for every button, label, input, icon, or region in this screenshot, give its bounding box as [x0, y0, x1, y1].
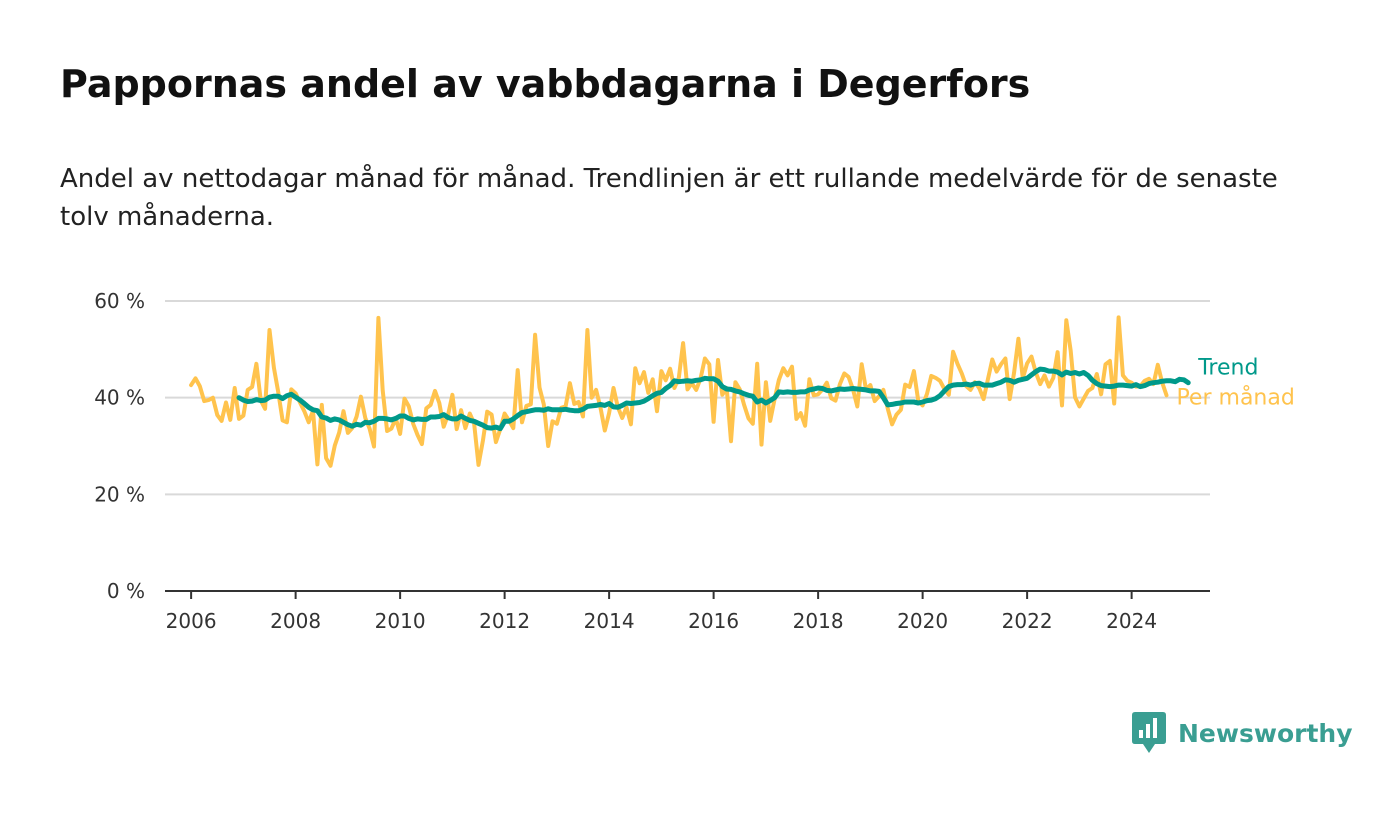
x-tick-label: 2022 — [1002, 609, 1053, 633]
y-tick-label: 20 % — [94, 482, 145, 506]
series-line-per-m-nad — [189, 315, 1169, 468]
chart-title: Pappornas andel av vabbdagarna i Degerfo… — [60, 62, 1031, 106]
brand-name: Newsworthy — [1178, 718, 1353, 748]
y-tick-label: 40 % — [94, 386, 145, 410]
series-label-per-m-nad: Per månad — [1176, 384, 1294, 410]
y-axis-tick-labels: 0 % 20 % 40 % 60 % — [94, 289, 145, 603]
x-tick-label: 2024 — [1106, 609, 1157, 633]
x-tick-label: 2010 — [375, 609, 426, 633]
series-labels: Trend Per månad — [1176, 356, 1294, 411]
y-tick-label: 0 % — [107, 579, 145, 603]
x-tick-label: 2014 — [584, 609, 635, 633]
x-tick-label: 2016 — [688, 609, 739, 633]
gridlines — [165, 300, 1210, 496]
series-label-trend: Trend — [1197, 356, 1258, 381]
x-tick-label: 2008 — [270, 609, 321, 633]
x-tick-label: 2006 — [166, 609, 217, 633]
x-axis-ticks: 2006 2008 2010 2012 2014 2016 2018 2020 2022 2024 — [166, 591, 1157, 633]
line-chart: 0 % 20 % 40 % 60 % 2006 2008 2010 2012 2014 2016… — [94, 289, 1295, 633]
series-line-trend — [236, 366, 1191, 432]
x-tick-label: 2020 — [897, 609, 948, 633]
x-tick-label: 2012 — [479, 609, 530, 633]
newsworthy-bar-chart-icon — [1132, 712, 1166, 753]
newsworthy-logo: Newsworthy — [1132, 712, 1353, 754]
chart-subtitle: Andel av nettodagar månad för månad. Tre… — [60, 164, 1278, 232]
series-lines — [189, 315, 1191, 468]
y-tick-label: 60 % — [94, 289, 145, 313]
x-tick-label: 2018 — [793, 609, 844, 633]
